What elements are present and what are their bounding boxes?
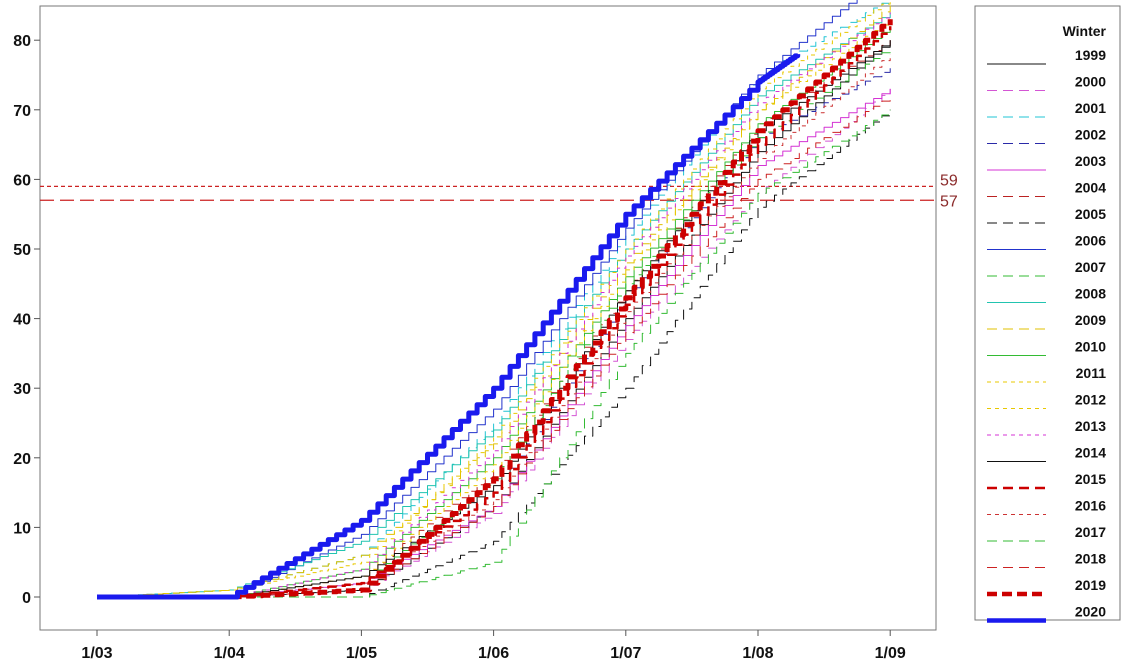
y-tick-label: 40 xyxy=(13,312,31,329)
legend: 1999 2000 2001 2002 2003 2004 2005 2006 2007 2008… xyxy=(987,47,1107,623)
legend-label-2011: 2011 xyxy=(1076,365,1107,381)
series-line-2007 xyxy=(97,109,891,598)
series-line-2009 xyxy=(97,5,891,598)
x-tick-label: 1/06 xyxy=(478,645,509,662)
legend-label-2014: 2014 xyxy=(1075,445,1106,461)
series-line-2015 xyxy=(97,26,892,599)
series-line-2020 xyxy=(97,53,801,600)
x-tick-label: 1/05 xyxy=(346,645,377,662)
y-axis: 0 10 20 30 40 50 60 70 80 xyxy=(13,33,40,607)
y-tick-label: 60 xyxy=(13,172,31,189)
x-tick-label: 1/07 xyxy=(610,645,641,662)
legend-label-2013: 2013 xyxy=(1075,418,1106,434)
legend-label-2010: 2010 xyxy=(1075,339,1106,355)
legend-label-2012: 2012 xyxy=(1075,392,1106,408)
y-tick-label: 10 xyxy=(13,520,31,537)
x-axis: 1/03 1/04 1/05 1/06 1/07 1/08 1/09 xyxy=(81,630,906,662)
legend-label-2004: 2004 xyxy=(1075,180,1106,196)
series-line-2012 xyxy=(97,19,891,598)
legend-label-2002: 2002 xyxy=(1075,127,1106,143)
x-tick-label: 1/04 xyxy=(214,645,245,662)
legend-label-2003: 2003 xyxy=(1075,153,1106,169)
series-line-2019 xyxy=(97,19,893,600)
x-tick-label: 1/09 xyxy=(875,645,906,662)
legend-label-2018: 2018 xyxy=(1075,551,1106,567)
y-tick-label: 20 xyxy=(13,451,31,468)
legend-box xyxy=(974,5,1121,621)
legend-label-2017: 2017 xyxy=(1075,524,1106,540)
plot-frame xyxy=(39,5,937,631)
series-line-2013 xyxy=(97,12,891,598)
reference-line-label: 57 xyxy=(940,193,958,210)
legend-label-2006: 2006 xyxy=(1075,233,1106,249)
y-tick-label: 50 xyxy=(13,242,31,259)
legend-label-2016: 2016 xyxy=(1075,498,1106,514)
y-tick-label: 70 xyxy=(13,103,31,120)
legend-label-2009: 2009 xyxy=(1075,312,1106,328)
reference-line-label: 59 xyxy=(940,172,958,189)
legend-label-1999: 1999 xyxy=(1075,47,1106,63)
legend-label-2005: 2005 xyxy=(1075,206,1106,222)
legend-label-2000: 2000 xyxy=(1075,74,1106,90)
legend-label-2020: 2020 xyxy=(1075,604,1106,620)
legend-label-2007: 2007 xyxy=(1075,259,1106,275)
series-lines xyxy=(97,0,893,600)
y-tick-label: 0 xyxy=(22,590,31,607)
x-tick-label: 1/03 xyxy=(81,645,112,662)
x-tick-label: 1/08 xyxy=(742,645,773,662)
series-line-2018 xyxy=(97,95,891,598)
legend-label-2015: 2015 xyxy=(1075,471,1106,487)
y-tick-label: 80 xyxy=(13,33,31,50)
legend-label-2019: 2019 xyxy=(1075,577,1106,593)
legend-label-2001: 2001 xyxy=(1075,100,1106,116)
legend-label-2008: 2008 xyxy=(1075,286,1106,302)
legend-title: Winter xyxy=(1063,23,1107,39)
y-tick-label: 30 xyxy=(13,381,31,398)
